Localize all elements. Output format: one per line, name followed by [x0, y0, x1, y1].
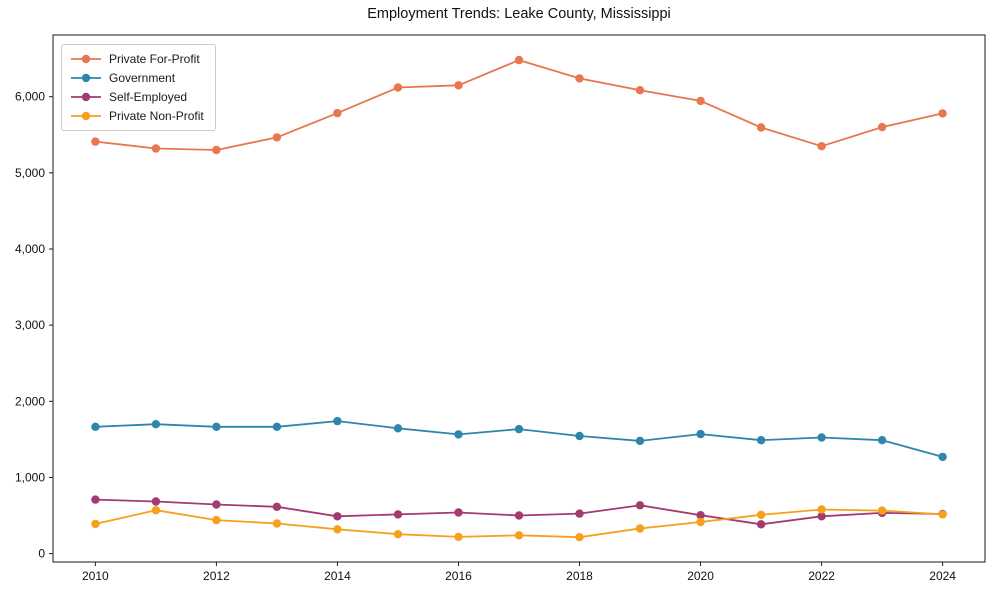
y-tick-label: 4,000: [15, 242, 45, 256]
data-point-marker: [756, 510, 766, 519]
data-point-marker: [817, 142, 826, 151]
legend-item: Private For-Profit: [71, 51, 204, 67]
data-point-marker: [575, 533, 584, 542]
legend-marker-icon: [71, 92, 101, 102]
x-tick-label: 2010: [82, 569, 109, 583]
legend-item: Government: [71, 70, 204, 86]
data-point-marker: [91, 422, 100, 431]
data-point-marker: [877, 506, 887, 515]
data-point-marker: [333, 108, 342, 118]
x-tick-label: 2018: [566, 569, 593, 583]
data-point-marker: [151, 506, 161, 515]
data-point-marker: [272, 502, 282, 511]
chart-legend: Private For-Profit Government Self-Employe…: [61, 44, 216, 131]
data-point-marker: [635, 436, 645, 446]
x-tick-label: 2014: [324, 569, 351, 583]
y-tick-label: 2,000: [15, 394, 45, 408]
data-point-marker: [91, 137, 100, 146]
data-point-marker: [817, 505, 826, 514]
data-point-marker: [151, 144, 161, 153]
axes-spines: [52, 34, 986, 563]
data-point-marker: [212, 422, 221, 431]
data-point-marker: [756, 123, 766, 132]
data-point-marker: [514, 55, 524, 65]
legend-item: Private Non-Profit: [71, 108, 204, 124]
data-point-marker: [817, 433, 826, 442]
data-point-marker: [877, 122, 887, 132]
y-tick-label: 3,000: [15, 318, 45, 332]
y-tick-label: 0: [38, 547, 45, 561]
data-point-marker: [272, 519, 282, 528]
data-point-marker: [514, 511, 524, 520]
data-point-marker: [575, 74, 584, 83]
data-point-marker: [635, 501, 645, 510]
data-point-marker: [454, 430, 463, 439]
data-point-marker: [817, 512, 826, 521]
data-point-marker: [212, 145, 221, 155]
data-point-marker: [938, 510, 947, 519]
data-point-marker: [756, 520, 766, 529]
chart-title: Employment Trends: Leake County, Mississ…: [367, 6, 671, 22]
data-point-marker: [696, 429, 705, 439]
data-point-marker: [575, 509, 584, 518]
data-point-marker: [696, 511, 705, 520]
legend-label: Private Non-Profit: [109, 109, 204, 123]
data-point-marker: [696, 517, 705, 527]
data-point-marker: [756, 436, 766, 445]
x-tick-label: 2024: [929, 569, 956, 583]
data-point-marker: [696, 96, 705, 106]
data-point-marker: [151, 497, 161, 506]
data-point-marker: [393, 530, 403, 539]
legend-item: Self-Employed: [71, 89, 204, 105]
data-point-marker: [333, 525, 342, 534]
data-point-marker: [91, 519, 100, 529]
data-point-marker: [635, 86, 645, 95]
y-tick-label: 6,000: [15, 90, 45, 104]
legend-label: Self-Employed: [109, 90, 188, 104]
data-point-marker: [635, 524, 645, 533]
data-point-marker: [393, 424, 403, 433]
data-point-marker: [272, 422, 282, 431]
x-tick-label: 2016: [445, 569, 472, 583]
data-point-marker: [575, 431, 584, 441]
data-point-marker: [938, 452, 947, 462]
legend-label: Government: [109, 71, 176, 85]
x-tick-label: 2012: [203, 569, 230, 583]
data-point-marker: [212, 500, 221, 509]
data-point-marker: [333, 416, 342, 426]
data-point-marker: [212, 515, 221, 525]
data-point-marker: [938, 109, 947, 118]
data-point-marker: [877, 436, 887, 445]
data-point-marker: [514, 424, 524, 434]
data-point-marker: [454, 532, 463, 542]
data-point-marker: [272, 133, 282, 142]
data-point-marker: [91, 495, 100, 504]
legend-marker-icon: [71, 111, 101, 121]
data-point-marker: [454, 81, 463, 90]
x-tick-label: 2020: [687, 569, 714, 583]
series-line-private-for-profit: [94, 59, 944, 151]
data-point-marker: [393, 510, 403, 519]
legend-label: Private For-Profit: [109, 52, 200, 66]
y-tick-label: 1,000: [15, 470, 45, 484]
data-point-marker: [151, 420, 161, 429]
y-tick-label: 5,000: [15, 166, 45, 180]
data-point-marker: [514, 531, 524, 540]
legend-marker-icon: [71, 54, 101, 64]
x-tick-label: 2022: [808, 569, 835, 583]
data-point-marker: [454, 508, 463, 517]
data-point-marker: [393, 83, 403, 92]
legend-marker-icon: [71, 73, 101, 83]
data-point-marker: [333, 512, 342, 521]
